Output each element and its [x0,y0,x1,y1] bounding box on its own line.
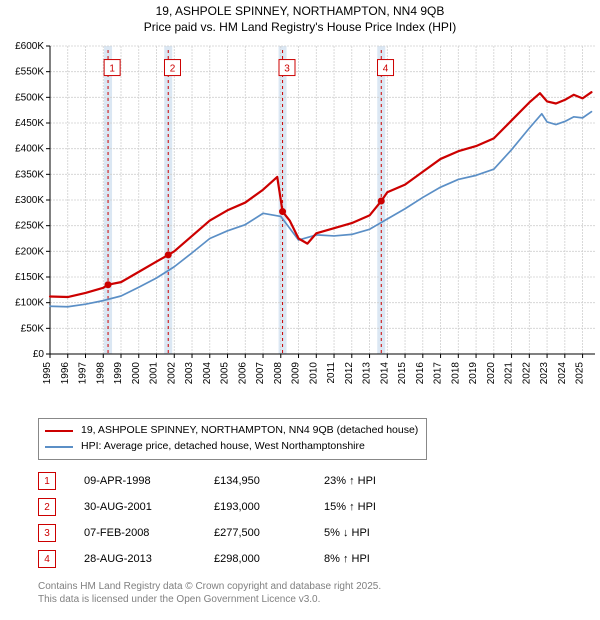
svg-text:2009: 2009 [291,362,302,385]
svg-text:2011: 2011 [326,362,337,384]
legend-row: HPI: Average price, detached house, West… [45,439,418,455]
sale-date: 09-APR-1998 [84,475,214,487]
svg-text:£0: £0 [33,349,45,360]
svg-text:2003: 2003 [184,362,195,385]
svg-text:2007: 2007 [255,362,266,385]
svg-text:3: 3 [284,64,290,75]
legend-swatch [45,430,73,432]
sales-row: 3 07-FEB-2008£277,5005% ↓ HPI [38,520,434,546]
sale-price: £134,950 [214,475,324,487]
svg-text:2008: 2008 [273,362,284,385]
sale-pct-vs-hpi: 8% ↑ HPI [324,553,434,565]
sale-price: £298,000 [214,553,324,565]
sale-marker-badge: 2 [38,498,56,516]
legend-label: HPI: Average price, detached house, West… [81,439,365,455]
sale-marker-badge: 3 [38,524,56,542]
legend-swatch [45,446,73,448]
svg-text:£550K: £550K [15,67,44,78]
sale-marker-badge: 4 [38,550,56,568]
svg-text:2002: 2002 [166,362,177,385]
sales-row: 4 28-AUG-2013£298,0008% ↑ HPI [38,546,434,572]
price-chart: £0 £50K £100K £150K £200K £250K £300K £350K £400… [0,42,600,414]
svg-text:£400K: £400K [15,144,44,155]
sale-date: 28-AUG-2013 [84,553,214,565]
svg-text:2004: 2004 [202,362,213,385]
svg-text:2012: 2012 [344,362,355,385]
sale-date: 07-FEB-2008 [84,527,214,539]
svg-text:1998: 1998 [95,362,106,385]
svg-text:2000: 2000 [131,362,142,385]
svg-text:2001: 2001 [149,362,160,385]
title-line-2: Price paid vs. HM Land Registry's House … [0,20,600,36]
sales-row: 2 30-AUG-2001£193,00015% ↑ HPI [38,494,434,520]
sale-price: £193,000 [214,501,324,513]
svg-text:2023: 2023 [539,362,550,385]
footer-line-2: This data is licensed under the Open Gov… [38,593,381,606]
sale-marker-badge: 1 [38,472,56,490]
svg-text:2019: 2019 [468,362,479,385]
svg-text:£300K: £300K [15,195,44,206]
legend-label: 19, ASHPOLE SPINNEY, NORTHAMPTON, NN4 9Q… [81,423,418,439]
svg-text:£500K: £500K [15,92,44,103]
svg-text:£200K: £200K [15,246,44,257]
sales-table: 1 09-APR-1998£134,95023% ↑ HPI 2 30-AUG-200… [38,468,434,572]
svg-text:2017: 2017 [433,362,444,385]
svg-text:£600K: £600K [15,42,44,52]
svg-text:2005: 2005 [220,362,231,385]
svg-text:2015: 2015 [397,362,408,385]
svg-text:2021: 2021 [504,362,515,385]
svg-text:£250K: £250K [15,221,44,232]
svg-text:1996: 1996 [60,362,71,385]
svg-text:2020: 2020 [486,362,497,385]
sale-date: 30-AUG-2001 [84,501,214,513]
svg-text:2022: 2022 [521,362,532,385]
sale-pct-vs-hpi: 5% ↓ HPI [324,527,434,539]
sales-row: 1 09-APR-1998£134,95023% ↑ HPI [38,468,434,494]
chart-legend: 19, ASHPOLE SPINNEY, NORTHAMPTON, NN4 9Q… [38,418,427,460]
svg-text:2016: 2016 [415,362,426,385]
svg-text:2024: 2024 [557,362,568,385]
svg-text:1997: 1997 [78,362,89,385]
attribution-footer: Contains HM Land Registry data © Crown c… [38,580,381,606]
svg-text:1999: 1999 [113,362,124,385]
svg-text:2018: 2018 [450,362,461,385]
legend-row: 19, ASHPOLE SPINNEY, NORTHAMPTON, NN4 9Q… [45,423,418,439]
svg-text:£450K: £450K [15,118,44,129]
sale-pct-vs-hpi: 23% ↑ HPI [324,475,434,487]
title-line-1: 19, ASHPOLE SPINNEY, NORTHAMPTON, NN4 9Q… [0,4,600,20]
footer-line-1: Contains HM Land Registry data © Crown c… [38,580,381,593]
svg-text:1995: 1995 [42,362,53,385]
svg-text:£100K: £100K [15,298,44,309]
svg-text:2006: 2006 [237,362,248,385]
chart-title: 19, ASHPOLE SPINNEY, NORTHAMPTON, NN4 9Q… [0,0,600,35]
svg-text:4: 4 [383,64,389,75]
svg-text:2013: 2013 [362,362,373,385]
svg-text:2010: 2010 [308,362,319,385]
svg-text:£150K: £150K [15,272,44,283]
svg-text:2: 2 [170,64,176,75]
svg-text:£350K: £350K [15,169,44,180]
svg-text:1: 1 [109,64,115,75]
sale-price: £277,500 [214,527,324,539]
sale-pct-vs-hpi: 15% ↑ HPI [324,501,434,513]
svg-text:£50K: £50K [21,323,45,334]
svg-text:2014: 2014 [379,362,390,385]
svg-text:2025: 2025 [575,362,586,385]
